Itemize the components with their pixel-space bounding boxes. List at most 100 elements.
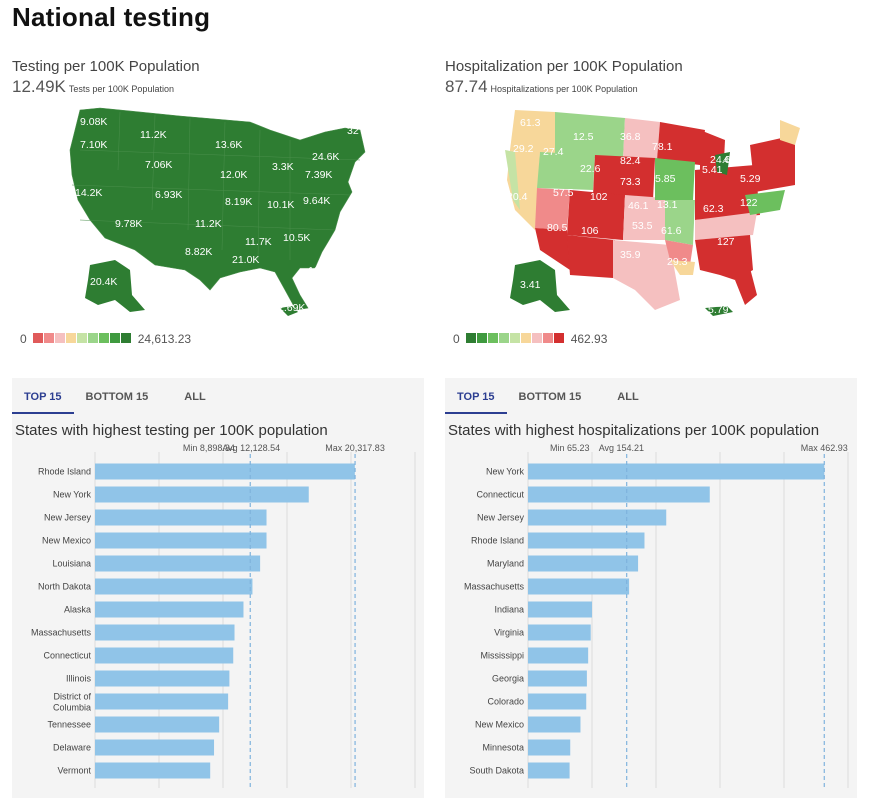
ref-label-avg: Avg 154.21 bbox=[599, 443, 644, 453]
map-label: 80.5 bbox=[547, 222, 568, 234]
legend-swatch bbox=[498, 333, 509, 343]
state-shape-fl[interactable] bbox=[735, 268, 757, 305]
bar[interactable] bbox=[95, 578, 253, 595]
bar[interactable] bbox=[95, 486, 309, 503]
y-category-label: New Jersey bbox=[44, 513, 92, 523]
state-shape-ne[interactable] bbox=[593, 155, 655, 200]
bar[interactable] bbox=[95, 624, 235, 641]
state-borders bbox=[71, 111, 361, 261]
tab-bottom-15[interactable]: BOTTOM 15 bbox=[85, 391, 149, 403]
state-shape-ny-region[interactable] bbox=[750, 135, 795, 192]
map-label: 102 bbox=[590, 191, 608, 203]
alaska-shape[interactable] bbox=[510, 260, 570, 312]
legend-swatch bbox=[465, 333, 476, 343]
state-shape-nw[interactable] bbox=[510, 110, 555, 155]
tab-all[interactable]: ALL bbox=[617, 391, 639, 403]
map-label: 11.7K bbox=[245, 236, 272, 248]
tab-bottom-15[interactable]: BOTTOM 15 bbox=[518, 391, 582, 403]
bar[interactable] bbox=[528, 647, 589, 664]
state-shape-tx[interactable] bbox=[613, 240, 680, 310]
bar[interactable] bbox=[95, 509, 267, 526]
map-label: 7.06K bbox=[145, 159, 172, 171]
bar[interactable] bbox=[95, 670, 230, 687]
us-mainland-shape[interactable] bbox=[69, 107, 366, 311]
bar[interactable] bbox=[95, 762, 211, 779]
bar[interactable] bbox=[528, 624, 591, 641]
state-shape-ks[interactable] bbox=[623, 195, 665, 240]
state-shape-ca-coast[interactable] bbox=[505, 150, 520, 210]
map-label: 14.2K bbox=[75, 187, 102, 199]
bar[interactable] bbox=[95, 532, 267, 549]
map-label: 29.2 bbox=[513, 143, 534, 155]
y-category-label: Massachusetts bbox=[31, 628, 92, 638]
state-shape-va[interactable] bbox=[745, 190, 785, 215]
map-label: 9.64K bbox=[303, 195, 330, 207]
tab-all[interactable]: ALL bbox=[184, 391, 206, 403]
map-label: 6.93K bbox=[155, 189, 182, 201]
state-shape-wy[interactable] bbox=[537, 152, 595, 190]
legend-min: 0 bbox=[20, 332, 27, 346]
state-shape-la[interactable] bbox=[670, 260, 695, 275]
legend-max: 462.93 bbox=[570, 332, 608, 346]
y-category-label: Massachusetts bbox=[464, 582, 525, 592]
state-shape-nd[interactable] bbox=[623, 118, 660, 160]
bar[interactable] bbox=[528, 532, 645, 549]
state-shape-mt[interactable] bbox=[555, 112, 625, 160]
map-label: 127 bbox=[717, 236, 735, 248]
hosp-us-map[interactable]: 61.3 12.5 36.8 78.1 27.7 29.2 27.4 22.6 82.4 24.6… bbox=[495, 100, 875, 325]
legend-swatches bbox=[465, 332, 565, 346]
y-category-label: Colorado bbox=[487, 697, 524, 707]
legend-swatch bbox=[54, 333, 65, 343]
legend-swatches bbox=[32, 332, 132, 346]
state-shape-tn-region[interactable] bbox=[695, 212, 757, 240]
bar[interactable] bbox=[528, 716, 581, 733]
state-shape-me[interactable] bbox=[780, 120, 800, 145]
map-label: 13.1 bbox=[657, 199, 678, 211]
tab-top-15[interactable]: TOP 15 bbox=[12, 378, 74, 414]
map-label: 3.41 bbox=[520, 279, 541, 291]
state-shape-co[interactable] bbox=[567, 190, 625, 240]
state-shape-ia[interactable] bbox=[655, 158, 695, 200]
state-shape-oh-region[interactable] bbox=[695, 165, 760, 220]
hawaii-shape[interactable] bbox=[280, 306, 298, 316]
bar[interactable] bbox=[528, 762, 570, 779]
state-shape-mi[interactable] bbox=[715, 152, 730, 175]
state-shape-mo[interactable] bbox=[665, 200, 695, 245]
hawaii-shape[interactable] bbox=[705, 306, 733, 316]
state-shape-az[interactable] bbox=[535, 228, 570, 270]
bar[interactable] bbox=[528, 601, 592, 618]
hosp-states[interactable] bbox=[505, 110, 800, 310]
map-label: 5.29 bbox=[740, 173, 761, 185]
ref-label-min: Min 8,898.34 bbox=[183, 443, 235, 453]
bar[interactable] bbox=[528, 555, 639, 572]
bar[interactable] bbox=[528, 486, 710, 503]
bar[interactable] bbox=[95, 693, 229, 710]
bar[interactable] bbox=[528, 463, 825, 480]
bar[interactable] bbox=[95, 647, 234, 664]
tab-top-15[interactable]: TOP 15 bbox=[445, 378, 507, 414]
bar[interactable] bbox=[95, 463, 355, 480]
state-shape-ga-region[interactable] bbox=[695, 235, 753, 280]
state-shape-mn[interactable] bbox=[657, 122, 705, 165]
bar[interactable] bbox=[528, 693, 587, 710]
bar[interactable] bbox=[95, 601, 244, 618]
map-label: 10.1K bbox=[267, 199, 294, 211]
ref-label-avg: Avg 12,128.54 bbox=[222, 443, 280, 453]
y-category-label: Connecticut bbox=[43, 651, 91, 661]
state-shape-ut[interactable] bbox=[535, 188, 570, 230]
alaska-shape[interactable] bbox=[85, 260, 145, 312]
bar[interactable] bbox=[528, 509, 667, 526]
state-shape-ar[interactable] bbox=[665, 240, 693, 265]
bar[interactable] bbox=[95, 716, 220, 733]
bar[interactable] bbox=[528, 670, 587, 687]
bar[interactable] bbox=[528, 578, 630, 595]
map-label: 82.4 bbox=[620, 155, 641, 167]
testing-us-map[interactable]: 9.08K 11.2K 13.6K 7.10K 7.06K 12.0K 3.3K 24.6K 7… bbox=[60, 100, 440, 325]
bar[interactable] bbox=[528, 739, 571, 756]
state-shape-nm[interactable] bbox=[567, 235, 615, 278]
map-label: 106 bbox=[581, 225, 599, 237]
map-label: 27.4 bbox=[543, 146, 564, 158]
bar[interactable] bbox=[95, 555, 261, 572]
bar[interactable] bbox=[95, 739, 215, 756]
